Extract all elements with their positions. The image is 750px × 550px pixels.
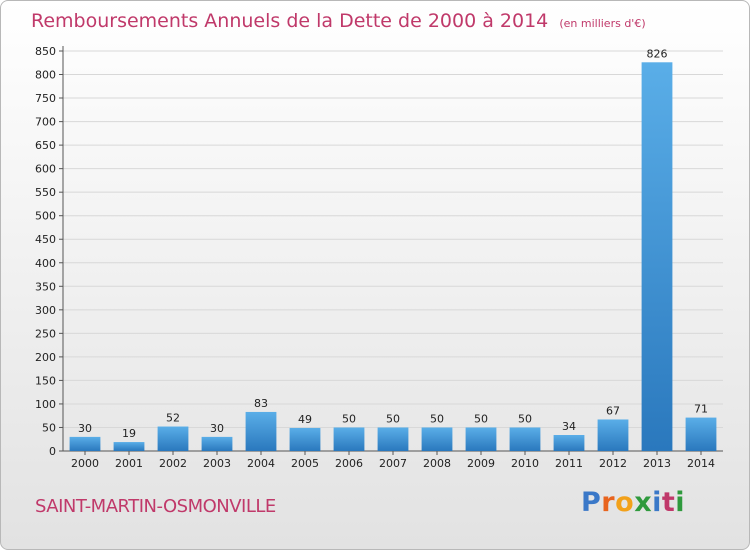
bar: [289, 427, 321, 451]
bar: [641, 62, 673, 451]
x-tick-label: 2004: [247, 457, 275, 470]
unit-note: (en milliers d'€): [559, 17, 646, 30]
x-tick-label: 2001: [115, 457, 143, 470]
y-tick-label: 100: [35, 398, 56, 411]
x-tick-label: 2012: [599, 457, 627, 470]
data-label: 30: [78, 422, 92, 435]
data-label: 19: [122, 427, 136, 440]
x-tick-label: 2008: [423, 457, 451, 470]
data-label: 49: [298, 413, 312, 426]
y-tick-label: 550: [35, 186, 56, 199]
logo-letter: x: [634, 487, 653, 518]
y-tick-label: 700: [35, 116, 56, 129]
x-tick-label: 2002: [159, 457, 187, 470]
place-name: SAINT-MARTIN-OSMONVILLE: [35, 496, 276, 517]
data-label: 52: [166, 412, 180, 425]
y-tick-label: 300: [35, 304, 56, 317]
y-tick-label: 750: [35, 92, 56, 105]
data-label: 50: [342, 412, 356, 425]
y-tick-label: 0: [49, 445, 56, 458]
y-tick-label: 850: [35, 45, 56, 58]
logo-letter: P: [581, 487, 602, 518]
y-tick-label: 650: [35, 139, 56, 152]
y-tick-label: 200: [35, 351, 56, 364]
y-tick-label: 600: [35, 163, 56, 176]
x-tick-label: 2005: [291, 457, 319, 470]
bar: [333, 427, 365, 451]
data-label: 34: [562, 420, 576, 433]
bar: [377, 427, 409, 451]
x-tick-label: 2006: [335, 457, 363, 470]
data-label: 71: [694, 403, 708, 416]
x-tick-label: 2009: [467, 457, 495, 470]
bar: [421, 427, 453, 451]
x-tick-label: 2013: [643, 457, 671, 470]
y-tick-label: 450: [35, 233, 56, 246]
data-label: 67: [606, 404, 620, 417]
grid-lines: [63, 50, 723, 428]
bar: [157, 426, 189, 451]
bar: [69, 436, 101, 451]
x-tick-label: 2010: [511, 457, 539, 470]
logo-letter: o: [615, 487, 635, 518]
data-label: 826: [647, 47, 668, 60]
y-tick-label: 400: [35, 257, 56, 270]
y-tick-label: 500: [35, 210, 56, 223]
data-label: 50: [518, 412, 532, 425]
y-tick-label: 150: [35, 374, 56, 387]
data-label: 50: [386, 412, 400, 425]
bar: [553, 435, 585, 451]
x-tick-label: 2003: [203, 457, 231, 470]
logo-letter: r: [601, 487, 616, 518]
chart-title: Remboursements Annuels de la Dette de 20…: [31, 10, 549, 32]
bar: [509, 427, 541, 451]
bar: [597, 419, 629, 451]
bar: [113, 442, 145, 451]
bar: [465, 427, 497, 451]
logo-letter: i: [652, 487, 662, 518]
x-tick-label: 2000: [71, 457, 99, 470]
data-label: 83: [254, 397, 268, 410]
data-label: 30: [210, 422, 224, 435]
x-tick-label: 2007: [379, 457, 407, 470]
chart-title-block: Remboursements Annuels de la Dette de 20…: [31, 10, 646, 32]
x-tick-label: 2014: [687, 457, 715, 470]
data-label: 50: [474, 412, 488, 425]
y-tick-label: 350: [35, 280, 56, 293]
y-tick-label: 250: [35, 327, 56, 340]
bar: [245, 411, 277, 451]
bar: [201, 436, 233, 451]
y-tick-label: 800: [35, 69, 56, 82]
bar: [685, 417, 717, 451]
logo-letter: i: [675, 487, 686, 518]
bars: [69, 62, 717, 451]
proxiti-logo: Proxiti: [581, 487, 685, 518]
data-labels: 30 19 52 30 83 49 50 50 50 50 50 34 67 826 71: [78, 47, 708, 440]
data-label: 50: [430, 412, 444, 425]
logo-letter: t: [661, 487, 676, 518]
y-tick-label: 50: [42, 421, 56, 434]
x-tick-label: 2011: [555, 457, 583, 470]
